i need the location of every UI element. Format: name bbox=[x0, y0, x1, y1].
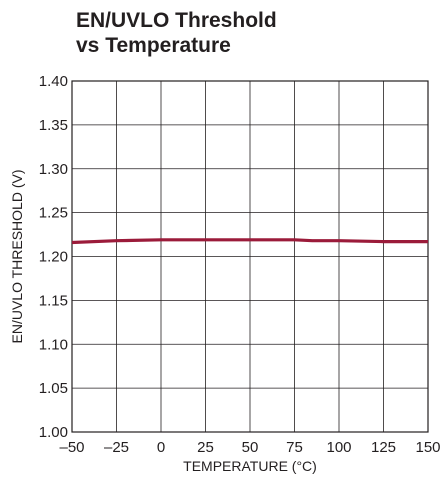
y-tick-label: 1.05 bbox=[39, 380, 68, 397]
y-tick-label: 1.00 bbox=[39, 424, 68, 441]
y-tick-label: 1.15 bbox=[39, 292, 68, 309]
plot-frame bbox=[71, 80, 429, 433]
y-tick-label: 1.25 bbox=[39, 205, 68, 222]
chart-title-line-1: EN/UVLO Threshold bbox=[76, 9, 277, 32]
grid bbox=[71, 80, 429, 433]
y-tick-label: 1.40 bbox=[39, 73, 68, 90]
chart-title-line-2: vs Temperature bbox=[76, 34, 231, 57]
x-tick-label: 100 bbox=[326, 439, 351, 456]
y-tick-label: 1.10 bbox=[39, 336, 68, 353]
x-tick-label: 50 bbox=[242, 439, 259, 456]
x-axis-title: TEMPERATURE (°C) bbox=[183, 458, 317, 474]
series-layer bbox=[71, 238, 428, 245]
x-tick-label: 0 bbox=[157, 439, 165, 456]
x-tick-label: –25 bbox=[104, 439, 129, 456]
x-tick-label: 25 bbox=[197, 439, 214, 456]
x-tick-label: –50 bbox=[59, 439, 84, 456]
x-tick-label: 125 bbox=[371, 439, 396, 456]
y-axis-title: EN/UVLO THRESHOLD (V) bbox=[9, 170, 25, 344]
y-tick-label: 1.35 bbox=[39, 117, 68, 134]
y-tick-label: 1.30 bbox=[39, 161, 68, 178]
x-tick-label: 150 bbox=[415, 439, 440, 456]
tick-labels: –50 –25 0 25 50 75 100 125 150 1.00 1.05 1.10 1.15 1.… bbox=[39, 73, 441, 456]
series-line bbox=[71, 238, 428, 245]
chart-title: EN/UVLO Threshold vs Temperature bbox=[76, 8, 277, 58]
y-tick-label: 1.20 bbox=[39, 249, 68, 266]
x-tick-label: 75 bbox=[286, 439, 303, 456]
